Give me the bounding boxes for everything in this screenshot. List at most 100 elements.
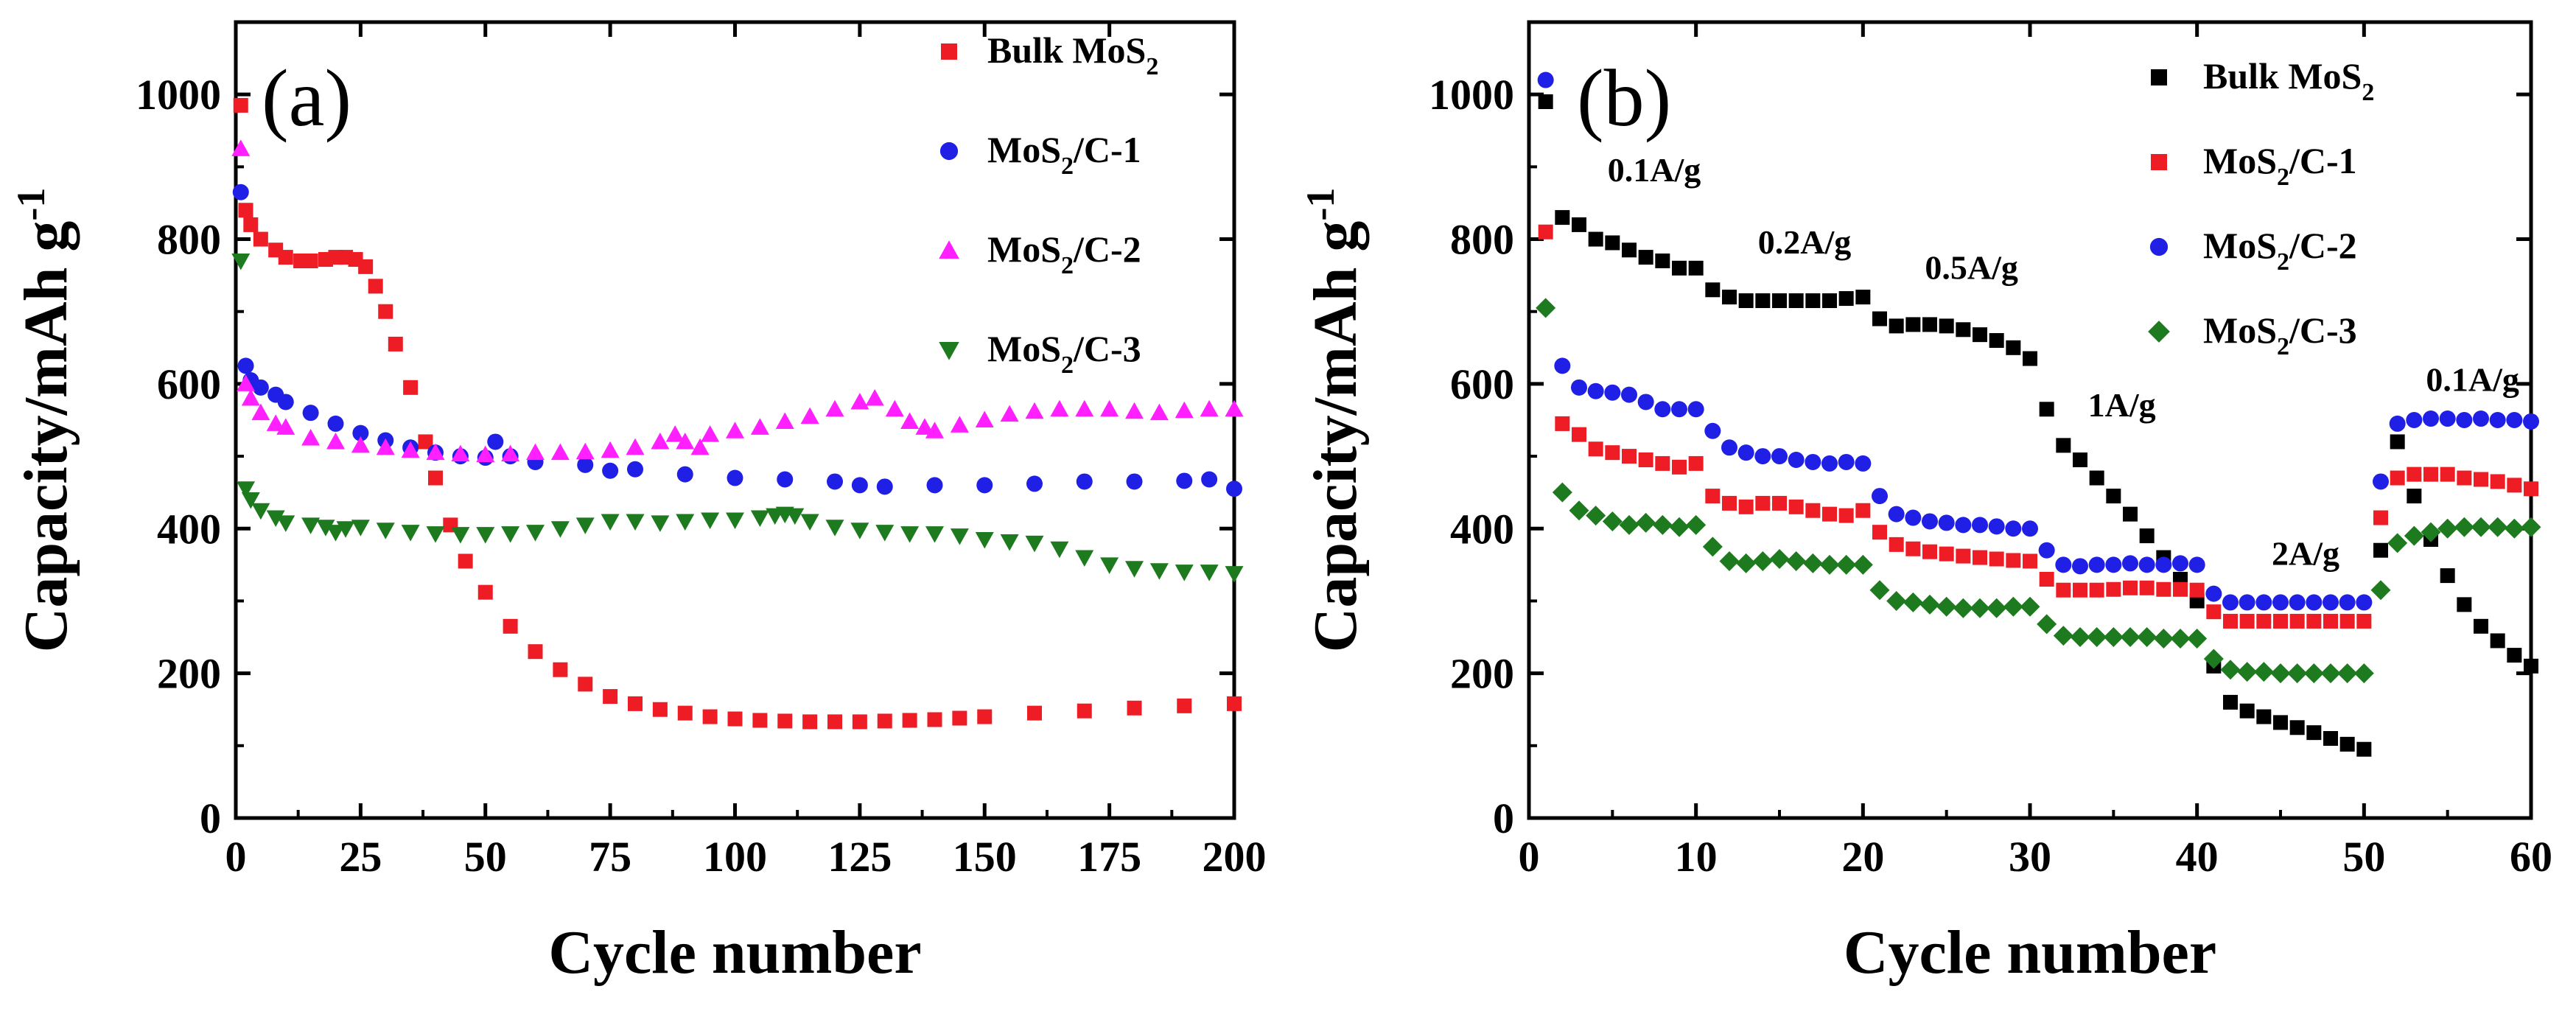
data-point xyxy=(1755,495,1771,511)
data-point xyxy=(1126,473,1143,490)
data-point xyxy=(1702,537,1723,557)
x-axis-label: Cycle number xyxy=(548,918,921,987)
data-point xyxy=(2187,629,2208,649)
data-point xyxy=(487,433,504,450)
data-point xyxy=(2137,627,2157,648)
data-point xyxy=(2488,517,2508,537)
data-point xyxy=(1771,448,1788,465)
data-point xyxy=(238,203,253,218)
data-point xyxy=(2155,556,2172,573)
data-point xyxy=(2239,594,2255,611)
data-point xyxy=(1654,401,1671,418)
data-point xyxy=(241,389,260,406)
data-point xyxy=(1805,453,1821,470)
data-point xyxy=(2103,627,2124,648)
y-axis-label-superscript: -1 xyxy=(1298,188,1343,221)
data-point xyxy=(727,469,743,486)
data-point xyxy=(702,709,718,724)
data-point xyxy=(2087,627,2107,648)
y-tick-label: 1000 xyxy=(136,71,221,119)
data-point xyxy=(777,471,794,488)
data-point xyxy=(602,462,619,479)
series-2 xyxy=(1538,224,2538,629)
data-point xyxy=(2339,594,2356,611)
data-point xyxy=(902,713,917,728)
data-point xyxy=(1939,318,1954,334)
data-point xyxy=(1956,548,1971,564)
legend-label-subscript: 2 xyxy=(1061,252,1074,279)
data-point xyxy=(1571,379,1587,396)
data-point xyxy=(458,553,473,569)
data-point xyxy=(326,432,345,450)
data-point xyxy=(2038,542,2055,559)
data-point xyxy=(1852,554,1873,575)
data-point xyxy=(1905,317,1921,332)
y-tick-label: 600 xyxy=(157,360,221,408)
data-point xyxy=(1077,703,1092,719)
data-point xyxy=(1669,517,1690,537)
data-point xyxy=(2389,415,2406,432)
data-point xyxy=(1719,551,1740,571)
data-point xyxy=(316,520,335,537)
data-point xyxy=(2039,572,2054,587)
data-point xyxy=(2421,522,2441,542)
x-tick-label: 0 xyxy=(225,833,247,881)
data-point xyxy=(2373,473,2389,490)
data-point xyxy=(2306,594,2323,611)
data-point xyxy=(2506,412,2523,428)
data-point xyxy=(976,477,993,494)
data-point xyxy=(2239,613,2255,629)
data-point xyxy=(2370,580,2391,601)
data-point xyxy=(2373,542,2388,558)
data-point xyxy=(2306,613,2322,629)
data-point xyxy=(1176,472,1193,489)
data-point xyxy=(1655,455,1670,471)
legend-marker xyxy=(941,43,957,60)
data-point xyxy=(2289,720,2305,735)
y-tick-label: 600 xyxy=(1450,360,1514,408)
data-point xyxy=(676,466,693,483)
data-point xyxy=(652,702,668,717)
data-point xyxy=(1855,503,1871,518)
data-point xyxy=(577,456,594,473)
series-3 xyxy=(231,139,1244,463)
data-point xyxy=(2524,481,2538,497)
data-point xyxy=(726,512,744,529)
data-point xyxy=(2273,715,2288,730)
series-1 xyxy=(1538,94,2538,757)
data-point xyxy=(2256,613,2272,629)
data-point xyxy=(231,254,251,270)
data-point xyxy=(231,139,251,156)
data-point xyxy=(477,584,493,600)
data-point xyxy=(303,254,318,268)
data-point xyxy=(451,444,470,462)
data-point xyxy=(1872,525,1887,540)
data-point xyxy=(2222,594,2239,611)
data-point xyxy=(1722,290,1737,305)
data-point xyxy=(1100,557,1119,574)
data-point xyxy=(1569,500,1589,521)
data-point xyxy=(2457,470,2472,486)
data-point xyxy=(1586,506,1606,526)
data-point xyxy=(2440,466,2455,482)
data-point xyxy=(352,424,369,441)
data-point xyxy=(2456,412,2473,428)
data-point xyxy=(1605,235,1620,251)
data-point xyxy=(2454,517,2474,537)
data-point xyxy=(665,425,685,442)
legend-label: Bulk MoS2 xyxy=(987,29,1158,80)
x-tick-label: 30 xyxy=(2009,833,2051,881)
data-point xyxy=(1972,517,1988,534)
data-point xyxy=(1938,514,1955,531)
data-point xyxy=(2440,568,2455,584)
data-point xyxy=(1939,546,1954,562)
data-point xyxy=(927,712,942,727)
data-point xyxy=(2356,741,2372,757)
data-point xyxy=(2139,528,2155,544)
data-point xyxy=(2439,410,2456,427)
data-point xyxy=(1688,455,1704,471)
data-point xyxy=(476,527,495,544)
data-point xyxy=(2272,594,2289,611)
data-point xyxy=(1587,382,1604,399)
